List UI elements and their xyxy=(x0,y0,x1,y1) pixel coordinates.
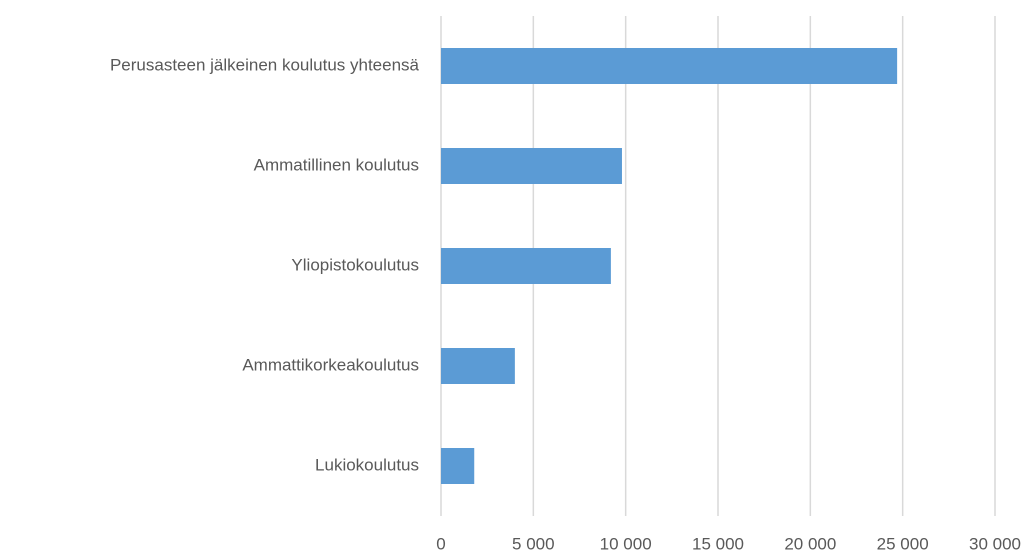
y-tick-label: Ammattikorkeakoulutus xyxy=(242,355,419,374)
x-tick-label: 30 000 xyxy=(969,534,1021,553)
y-tick-label: Yliopistokoulutus xyxy=(291,255,419,274)
y-tick-label: Perusasteen jälkeinen koulutus yhteensä xyxy=(110,55,420,74)
bar xyxy=(441,448,475,484)
x-tick-label: 15 000 xyxy=(692,534,744,553)
x-tick-label: 20 000 xyxy=(784,534,836,553)
bar xyxy=(441,48,898,84)
bar xyxy=(441,248,611,284)
bar xyxy=(441,348,515,384)
x-tick-label: 10 000 xyxy=(600,534,652,553)
y-tick-label: Ammatillinen koulutus xyxy=(254,155,419,174)
bar xyxy=(441,148,622,184)
x-tick-label: 25 000 xyxy=(877,534,929,553)
x-tick-label: 5 000 xyxy=(512,534,555,553)
y-tick-label: Lukiokoulutus xyxy=(315,455,419,474)
x-tick-label: 0 xyxy=(436,534,445,553)
